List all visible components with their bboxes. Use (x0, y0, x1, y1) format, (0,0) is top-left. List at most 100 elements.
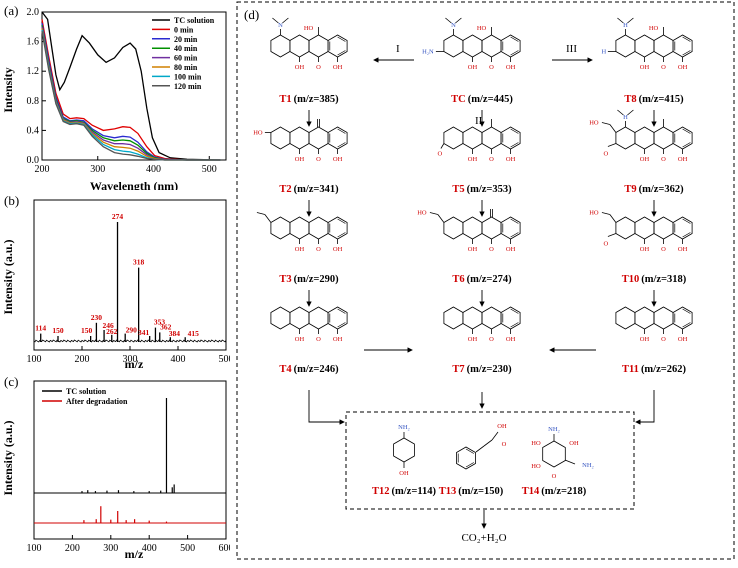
oh-4-3: OH (506, 156, 516, 163)
panel-a-letter: (a) (4, 3, 18, 18)
product-id-T11: T11 (622, 364, 639, 375)
panel-a-xlabel: Wavelength (nm) (90, 179, 178, 190)
ho2-14: HO (531, 463, 541, 470)
c-xtick-0: 100 (27, 543, 42, 554)
ox-3-2: O (316, 156, 321, 163)
a-legend-label-5: 80 min (174, 63, 198, 72)
structure-T13: OH O (456, 423, 507, 470)
product-mz-T13: (m/z=150) (458, 486, 504, 497)
panel-c-frame (33, 380, 227, 540)
a-xtick-2: 400 (146, 164, 161, 175)
amide-1: H₂N (422, 49, 434, 56)
b-baseline (33, 339, 227, 343)
a-series-1 (41, 19, 221, 161)
b-peak-label-8: 318 (133, 258, 145, 267)
ox-5-2: O (661, 156, 666, 163)
product-mz-T9: (m/z=362) (639, 184, 685, 195)
oh-6-3: OH (333, 246, 343, 253)
oh-13: OH (497, 423, 507, 430)
amide-14: NH₂ (582, 462, 594, 469)
structure-T14: NH₂ HO OH HO O NH₂ (531, 426, 594, 480)
b-peak-label-6: 274 (112, 212, 124, 221)
ox-2-1: OH (640, 64, 650, 71)
panel-d-letter: (d) (244, 7, 259, 22)
ox-1-1: OH (468, 64, 478, 71)
ox-4-1: OH (468, 156, 478, 163)
ox-10-2: O (489, 336, 494, 343)
ox-8-1: OH (640, 246, 650, 253)
panel-a-frame (41, 11, 227, 161)
a-legend-label-6: 100 min (174, 72, 202, 81)
product-id-T13: T13 (439, 486, 457, 497)
a-legend-label-7: 120 min (174, 82, 202, 91)
oh-2-3: OH (678, 64, 688, 71)
product-id-T3: T3 (279, 274, 291, 285)
structure-9: OH O OH (270, 306, 348, 343)
b-peak-label-7: 290 (126, 326, 138, 335)
structure-0: OH O OH N HO (270, 17, 348, 71)
b-xtick-4: 500 (219, 354, 231, 365)
b-peak-label-2: 150 (81, 326, 93, 335)
ho-14: HO (531, 440, 541, 447)
oh-1-3: OH (506, 64, 516, 71)
panel-a-ylabel: Intensity (1, 67, 15, 112)
a-ytick-1: 0.4 (27, 125, 40, 136)
hol-3: HO (253, 130, 263, 137)
product-label-TC: TC (m/z=445) (451, 94, 513, 105)
ox-9-2: O (316, 336, 321, 343)
oh-7-3: OH (506, 246, 516, 253)
c-legend-label-0: TC solution (66, 387, 107, 396)
product-id-T14: T14 (522, 486, 540, 497)
product-mz-T14: (m/z=218) (541, 486, 587, 497)
product-id-T10: T10 (622, 274, 640, 285)
structure-7: OH O OH HO (417, 209, 521, 253)
c-legend-label-1: After degradation (66, 397, 128, 406)
oh-9-3: OH (333, 336, 343, 343)
a-legend-label-0: TC solution (174, 16, 215, 25)
nh2-12: NH₂ (398, 424, 410, 431)
product-id-T2: T2 (279, 184, 291, 195)
panel-b-letter: (b) (4, 193, 19, 208)
oh-12: OH (399, 470, 409, 477)
sc-5: HO (589, 120, 599, 127)
ox-7-2: O (489, 246, 494, 253)
product-mz-T5: (m/z=353) (467, 184, 513, 195)
sc-8: HO (589, 210, 599, 217)
product-mz-T12: (m/z=114) (392, 486, 437, 497)
b-peak-label-9: 341 (138, 328, 150, 337)
sc-7: HO (417, 210, 427, 217)
b-peak-label-4: 246 (102, 321, 114, 330)
lo-4: O (438, 151, 443, 158)
b-peak-label-10: 353 (154, 318, 166, 327)
ox-2-2: O (661, 64, 666, 71)
product-mz-TC: (m/z=445) (468, 94, 514, 105)
product-label-T6: T6 (m/z=274) (452, 274, 512, 285)
a-ytick-3: 1.2 (27, 66, 40, 77)
arrow-T11-box (635, 390, 655, 425)
ox-5-1: OH (640, 156, 650, 163)
ox-9-1: OH (295, 336, 305, 343)
c-xtick-1: 200 (65, 543, 80, 554)
product-mz-T11: (m/z=262) (641, 364, 687, 375)
product-label-T4: T4 (m/z=246) (279, 364, 339, 375)
a-ytick-0: 0.0 (27, 155, 40, 166)
product-id-TC: TC (451, 94, 466, 105)
structure-10: OH O OH (443, 306, 521, 343)
structure-11: OH O OH (615, 306, 693, 343)
oh-10-3: OH (506, 336, 516, 343)
product-id-T6: T6 (452, 274, 464, 285)
ac-5: O (604, 151, 609, 158)
n-2: H (623, 22, 628, 29)
product-label-T7: T7 (m/z=230) (452, 364, 512, 375)
b-xtick-2: 300 (123, 354, 138, 365)
a-legend-label-3: 40 min (174, 44, 198, 53)
n-0: N (278, 22, 283, 29)
oh-5-3: OH (678, 156, 688, 163)
ox-1-2: O (489, 64, 494, 71)
final-mineralization: CO₂+H₂O (461, 532, 506, 544)
product-mz-T4: (m/z=246) (294, 364, 340, 375)
b-peak-label-13: 415 (188, 329, 200, 338)
ald-2: H (602, 49, 607, 56)
